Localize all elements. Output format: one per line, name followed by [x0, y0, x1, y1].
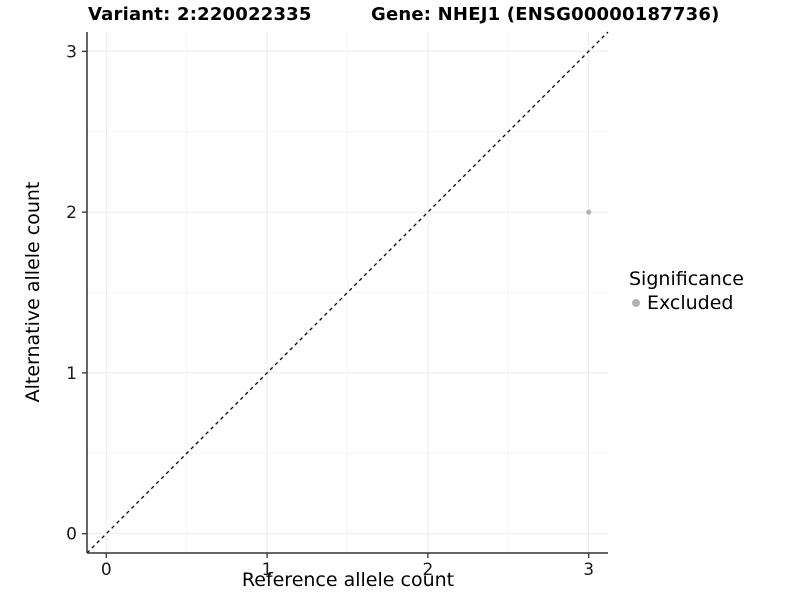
x-tick-label: 0	[101, 560, 112, 580]
legend-point-icon	[632, 299, 640, 307]
legend-item-label: Excluded	[647, 292, 734, 314]
x-tick-label: 2	[422, 560, 433, 580]
legend-title: Significance	[629, 268, 744, 290]
data-point	[586, 209, 592, 215]
gene-title: Gene: NHEJ1 (ENSG00000187736)	[371, 4, 720, 25]
x-tick-label: 3	[583, 560, 594, 580]
y-axis-title: Alternative allele count	[22, 181, 44, 403]
y-tick-label: 0	[66, 525, 77, 545]
legend: Significance Excluded	[629, 268, 744, 314]
x-axis-title: Reference allele count	[241, 569, 455, 591]
y-tick-label: 3	[66, 42, 77, 62]
variant-title: Variant: 2:220022335	[88, 4, 312, 25]
y-tick-label: 1	[66, 364, 77, 384]
x-tick-label: 1	[262, 560, 273, 580]
legend-item: Excluded	[629, 292, 744, 314]
y-tick-label: 2	[66, 203, 77, 223]
